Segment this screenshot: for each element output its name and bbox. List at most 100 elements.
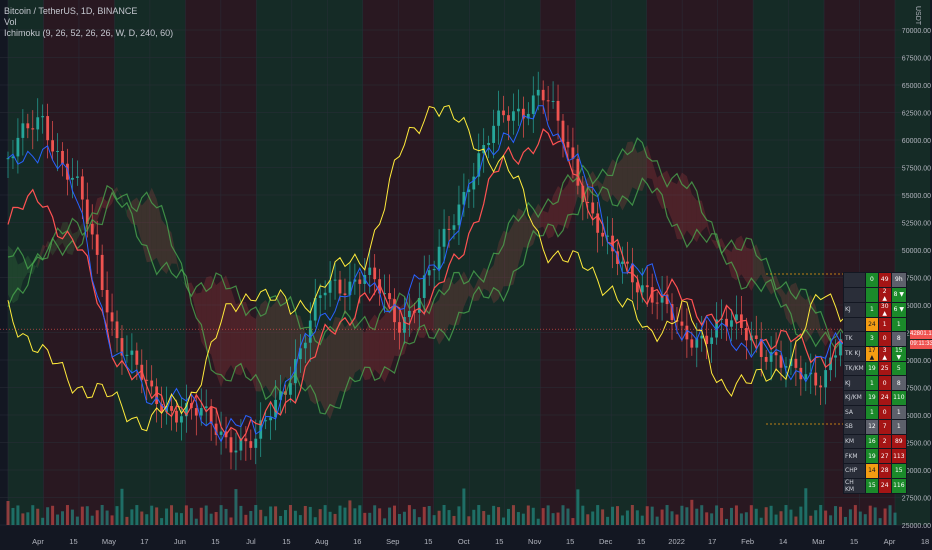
- candle-body: [194, 408, 198, 416]
- price-axis[interactable]: 70000.00 67500.00 65000.00 62500.00 60000.00…: [902, 28, 931, 530]
- cloud-segment: [721, 238, 727, 257]
- cloud-segment: [52, 238, 58, 256]
- volume-bar: [576, 489, 580, 525]
- ichimoku-label[interactable]: Ichimoku (9, 26, 52, 26, 26, W, D, 240, …: [4, 28, 174, 38]
- cloud-segment: [399, 302, 405, 357]
- cloud-segment: [602, 169, 608, 203]
- cloud-segment: [216, 280, 222, 388]
- cloud-segment: [151, 187, 157, 262]
- time-tick: 15: [69, 537, 77, 546]
- trend-band: [646, 0, 754, 525]
- table-row-label: KJ: [843, 375, 866, 391]
- candle-body: [427, 270, 431, 276]
- volume-bar: [497, 507, 501, 525]
- volume-bar: [323, 505, 327, 525]
- volume-bar: [412, 509, 416, 525]
- cloud-segment: [176, 257, 182, 282]
- time-axis[interactable]: Apr 15 May 17 Jun 15 Jul 15 Aug 16 Sep 15 Oct 15 Nov 15…: [32, 537, 929, 546]
- time-tick: 15: [850, 537, 858, 546]
- cloud-segment: [468, 281, 474, 302]
- volume-bar: [541, 508, 545, 525]
- volume-bar: [645, 506, 649, 525]
- cloud-segment: [8, 245, 13, 304]
- time-tick: 15: [637, 537, 645, 546]
- table-cell: 5: [890, 360, 908, 377]
- candle-body: [586, 202, 590, 204]
- candle-body: [36, 117, 40, 130]
- volume-bar: [269, 506, 273, 525]
- cloud-segment: [761, 256, 767, 286]
- trend-background-bands: [8, 0, 931, 525]
- volume-bar: [184, 505, 188, 525]
- volume-bar: [784, 505, 788, 525]
- ichimoku-signal-table: 0 49 9h 2 ▲ 8 ▼ KJ 1 30 ▲ 6 ▼ 24 1 1 TK 3 0 8 TK KJ 17 ▲ 3…: [843, 272, 908, 494]
- cloud-segment: [117, 186, 122, 202]
- table-cell: 0: [877, 375, 892, 391]
- volume-bar: [462, 488, 466, 525]
- candle-body: [487, 142, 491, 146]
- volume-bar: [368, 512, 372, 525]
- time-tick: Jul: [246, 537, 256, 546]
- table-row-label: TK: [843, 331, 866, 347]
- table-cell: 8: [890, 331, 908, 347]
- volume-bar: [635, 510, 639, 525]
- cloud-segment: [156, 199, 162, 269]
- candle-body: [61, 150, 64, 164]
- candle-body: [814, 372, 818, 386]
- cloud-segment: [191, 282, 197, 315]
- volume-bar: [710, 513, 714, 525]
- cloud-segment: [815, 306, 821, 339]
- volume-bar: [31, 505, 35, 525]
- price-tick: 60000.00: [902, 138, 931, 145]
- volume-bar: [21, 513, 25, 525]
- candle-body: [229, 437, 233, 453]
- candle-body: [303, 342, 307, 349]
- table-row-label: CH KM: [843, 477, 866, 494]
- volume-bar: [105, 510, 109, 525]
- table-cell: 1: [890, 419, 908, 435]
- table-row: 2 ▲ 8 ▼: [843, 286, 908, 303]
- table-cell: 1: [890, 316, 908, 333]
- time-tick: Nov: [528, 537, 542, 546]
- candle-body: [180, 416, 183, 423]
- candle-body: [373, 267, 377, 280]
- volume-bar: [705, 512, 709, 525]
- table-cell: 1: [865, 404, 879, 421]
- vol-label[interactable]: Vol: [4, 17, 17, 27]
- candle-body: [125, 354, 129, 356]
- volume-bar: [65, 505, 69, 525]
- table-cell: 24: [877, 477, 892, 494]
- table-cell: 1: [865, 301, 879, 318]
- price-tick: 67500.00: [902, 56, 931, 63]
- time-tick: Apr: [32, 537, 44, 546]
- volume-bar: [100, 505, 104, 525]
- candle-body: [90, 223, 94, 235]
- time-tick: Feb: [741, 537, 754, 546]
- cloud-segment: [126, 201, 132, 225]
- candle-body: [199, 408, 203, 416]
- volume-bar: [725, 518, 729, 525]
- currency-label: USDT: [914, 6, 921, 26]
- candle-body: [507, 115, 510, 121]
- cloud-segment: [285, 300, 291, 384]
- cloud-segment: [265, 300, 271, 394]
- cloud-segment: [458, 271, 464, 325]
- cloud-segment: [354, 315, 360, 373]
- volume-bar: [214, 512, 218, 525]
- candle-body: [735, 314, 738, 321]
- volume-bar: [110, 515, 114, 525]
- candle-body: [11, 156, 15, 159]
- price-tick: 62500.00: [902, 111, 931, 118]
- cloud-segment: [300, 316, 306, 383]
- volume-bar: [506, 508, 510, 525]
- volume-bar: [695, 508, 699, 525]
- cloud-segment: [419, 305, 425, 338]
- volume-bar: [239, 505, 243, 525]
- volume-bar: [685, 507, 689, 525]
- candle-body: [690, 339, 694, 348]
- table-cell: 116: [890, 477, 908, 494]
- volume-bar: [85, 506, 89, 525]
- symbol-title[interactable]: Bitcoin / TetherUS, 1D, BINANCE: [4, 6, 138, 16]
- volume-bar: [70, 509, 74, 525]
